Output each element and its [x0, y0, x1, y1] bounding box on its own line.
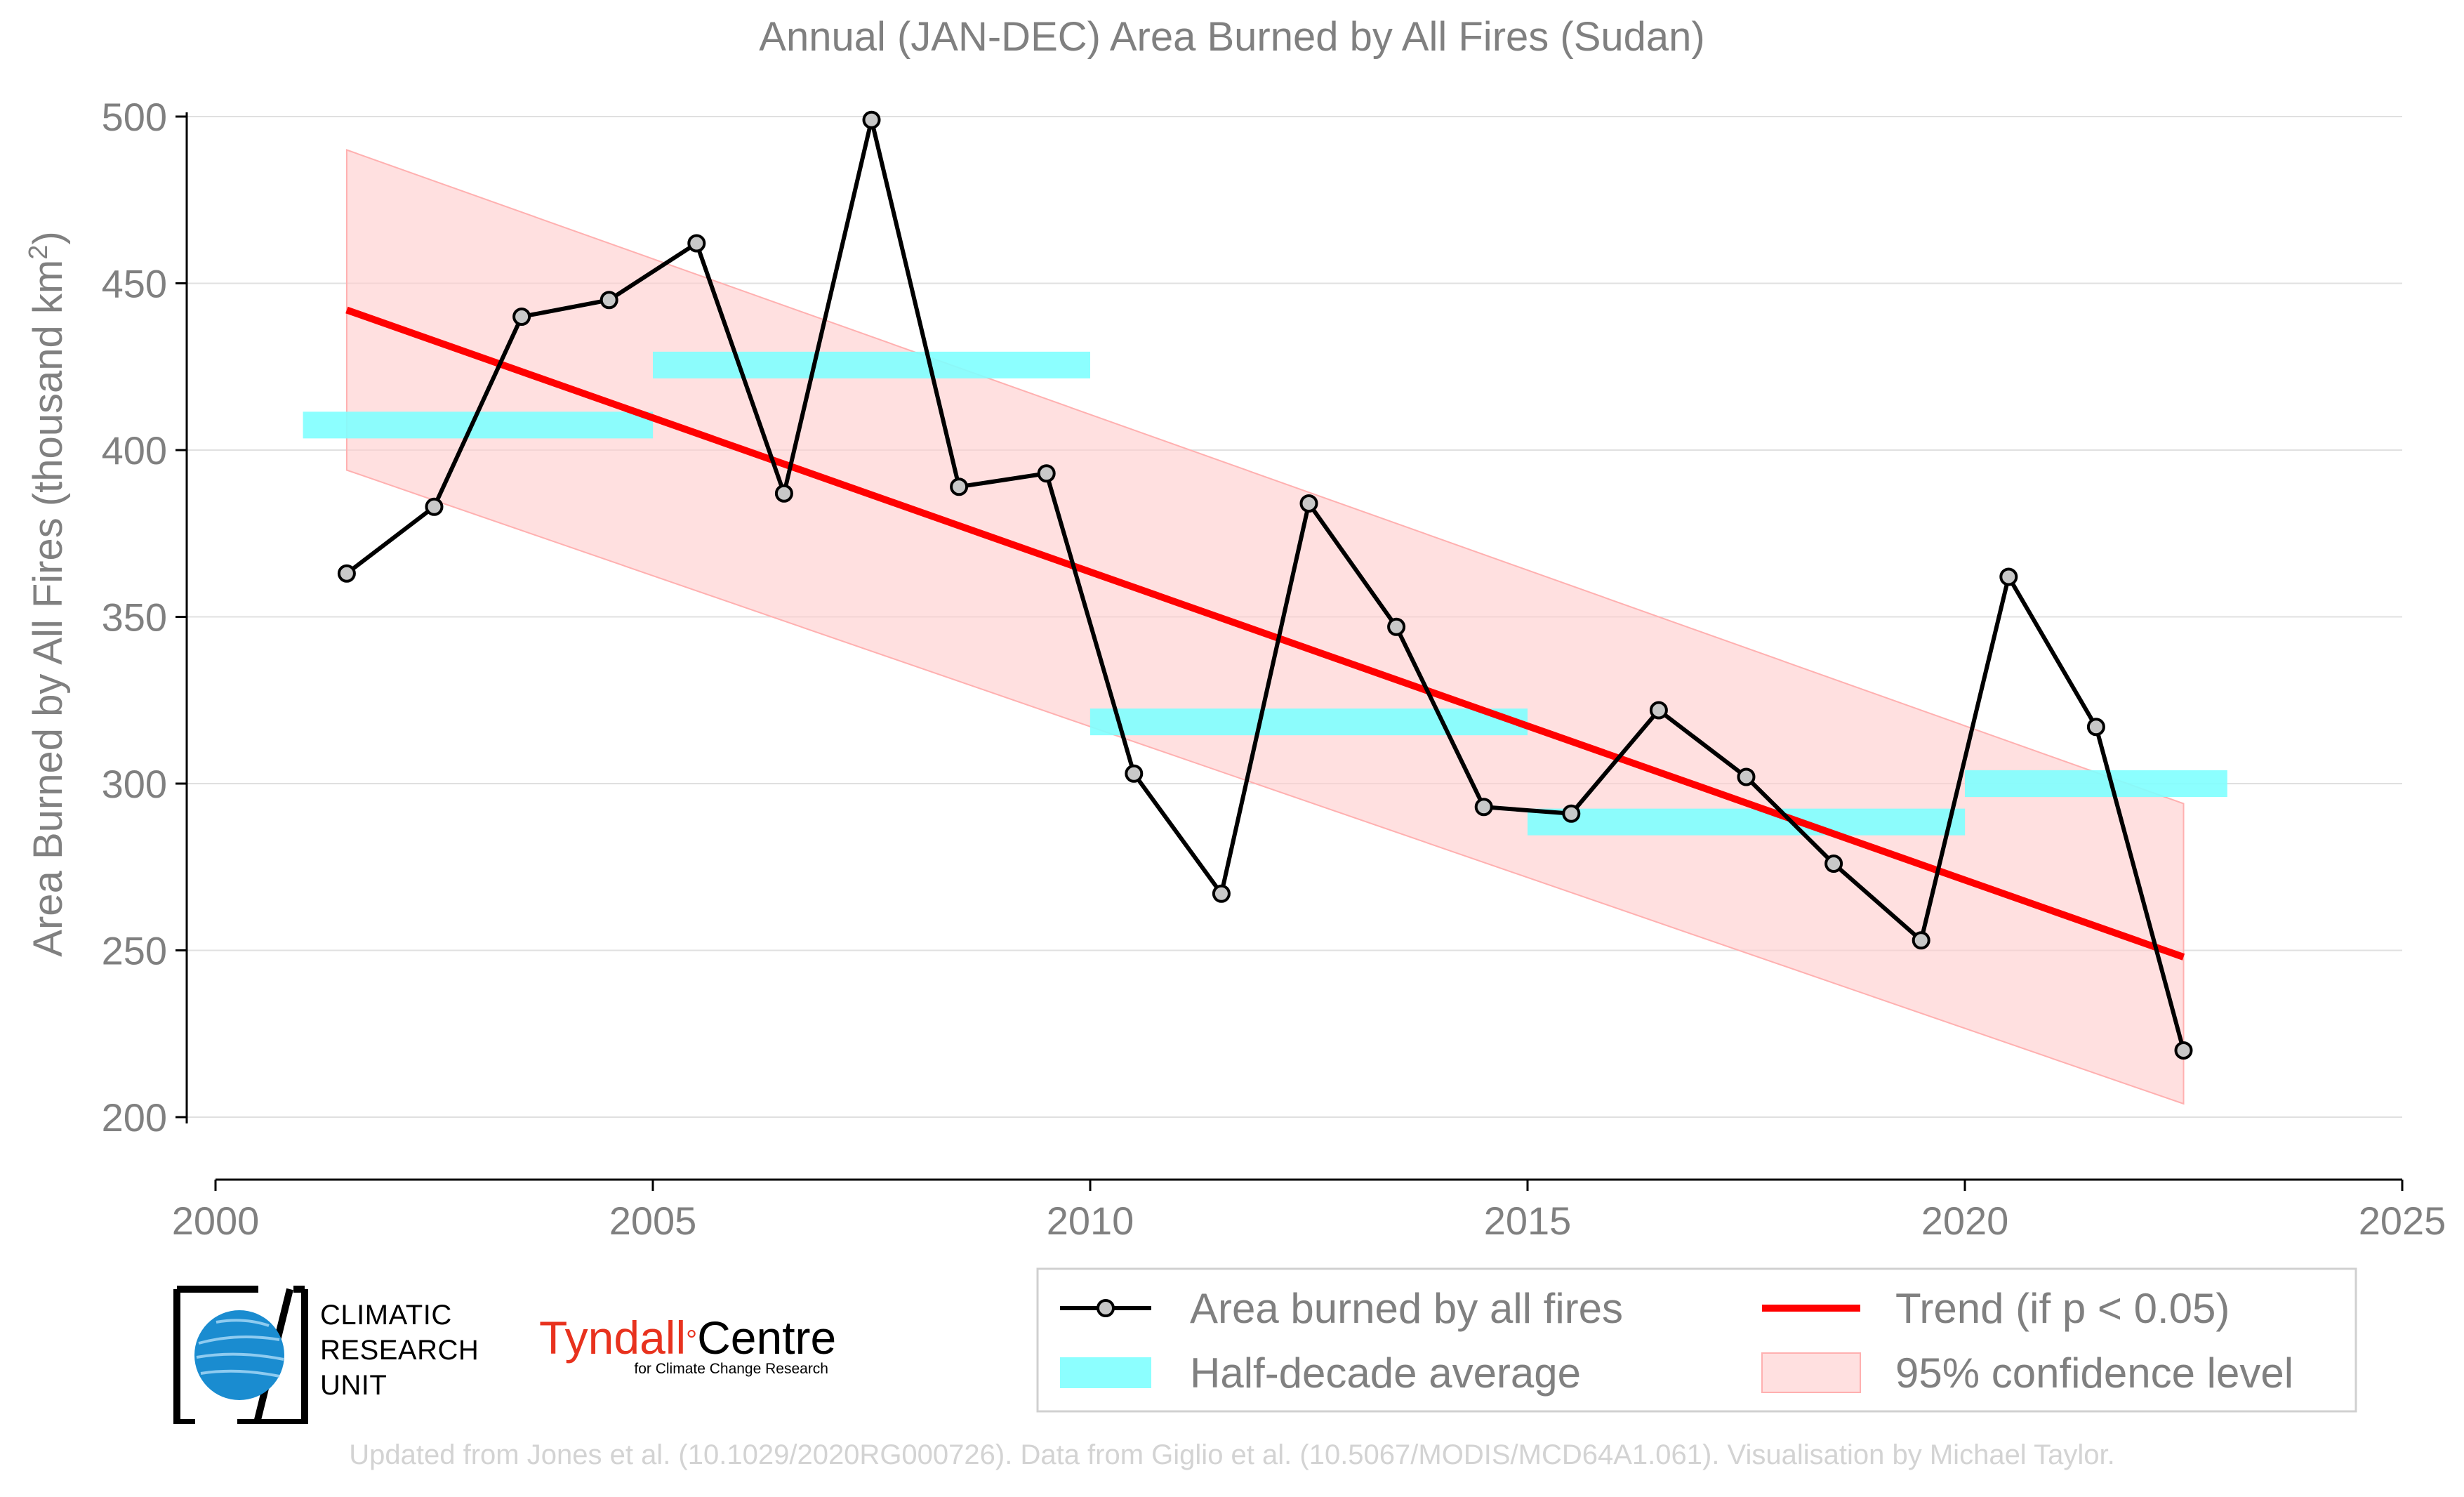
data-point	[774, 484, 793, 503]
data-point	[1474, 798, 1493, 817]
y-tick-label: 400	[102, 428, 167, 473]
series-layer	[337, 110, 2193, 1060]
data-point	[1562, 804, 1581, 823]
data-point	[950, 477, 969, 496]
legend-label: 95% confidence level	[1895, 1350, 2293, 1397]
tyndall-logo: Tyndall°Centre for Climate Change Resear…	[539, 1313, 836, 1378]
half-decade-bar	[1090, 708, 1528, 736]
half-decade-bar	[1965, 770, 2227, 797]
data-point	[1037, 464, 1056, 483]
data-point	[1649, 701, 1668, 720]
tyndall-degree: °	[686, 1325, 698, 1356]
data-point	[1125, 764, 1144, 783]
y-tick-label: 450	[102, 262, 167, 306]
y-tick-label: 250	[102, 929, 167, 973]
chart-title: Annual (JAN-DEC) Area Burned by All Fire…	[759, 14, 1704, 60]
x-tick-label: 2005	[609, 1199, 697, 1243]
data-point	[512, 308, 531, 326]
cru-logo-text: CLIMATIC RESEARCH UNIT	[320, 1298, 479, 1403]
half-decade-bar	[1528, 808, 1965, 836]
tyndall-subtitle: for Climate Change Research	[634, 1361, 828, 1377]
y-tick-label: 200	[102, 1095, 167, 1140]
half-decade-bar	[653, 351, 1090, 378]
cru-globe-icon	[173, 1286, 308, 1426]
trend-line	[345, 306, 2185, 961]
data-point	[1999, 567, 2018, 586]
x-tick-label: 2000	[172, 1199, 260, 1243]
confidence-layer	[345, 149, 2185, 1105]
legend-swatch-fill	[1761, 1352, 1861, 1393]
axes: 200 250 300 350 400 450 500 2000 2005 2010 2015 202…	[102, 95, 2446, 1243]
series-line	[345, 117, 2186, 1051]
tyndall-centre: Centre	[697, 1312, 837, 1364]
x-tick-label: 2020	[1921, 1199, 2009, 1243]
y-axis-label-close: )	[25, 231, 71, 244]
legend-swatch-band	[1060, 1357, 1151, 1388]
y-tick-label: 500	[102, 95, 167, 139]
legend-label: Trend (if p < 0.05)	[1895, 1285, 2230, 1332]
y-tick-label: 300	[102, 762, 167, 806]
data-point	[1737, 767, 1756, 786]
data-point	[2086, 718, 2105, 737]
x-tick-label: 2015	[1484, 1199, 1572, 1243]
data-point	[425, 497, 444, 516]
legend-label: Half-decade average	[1190, 1350, 1581, 1397]
cru-line-3: UNIT	[320, 1370, 388, 1401]
data-point	[1299, 494, 1318, 513]
x-tick-label: 2025	[2359, 1199, 2446, 1243]
data-point	[1824, 855, 1843, 873]
data-point	[2174, 1041, 2193, 1060]
confidence-band	[345, 149, 2185, 1105]
legend: Area burned by all fires Trend (if p < 0.…	[1036, 1267, 2357, 1413]
y-axis-label-main: Area Burned by All Fires (thousand km	[25, 260, 71, 957]
data-point	[1387, 617, 1406, 636]
data-point	[1912, 931, 1930, 950]
data-point	[1212, 884, 1231, 903]
y-tick-label: 350	[102, 595, 167, 640]
legend-swatch-marker	[1097, 1299, 1115, 1317]
trend-layer	[345, 306, 2185, 961]
data-point	[337, 564, 356, 583]
cru-logo	[167, 1284, 490, 1426]
footer-credit: Updated from Jones et al. (10.1029/2020R…	[349, 1439, 2115, 1470]
tyndall-name: Tyndall	[539, 1312, 687, 1364]
data-point	[687, 234, 706, 253]
data-point	[862, 110, 881, 129]
legend-label: Area burned by all fires	[1190, 1285, 1623, 1332]
data-point	[600, 291, 618, 310]
cru-line-1: CLIMATIC	[320, 1300, 452, 1331]
y-axis-label-sup: 2	[24, 245, 53, 260]
legend-box	[1036, 1267, 2357, 1413]
x-tick-label: 2010	[1047, 1199, 1134, 1243]
cru-line-2: RESEARCH	[320, 1335, 479, 1366]
y-axis-label: Area Burned by All Fires (thousand km2)	[24, 231, 71, 956]
